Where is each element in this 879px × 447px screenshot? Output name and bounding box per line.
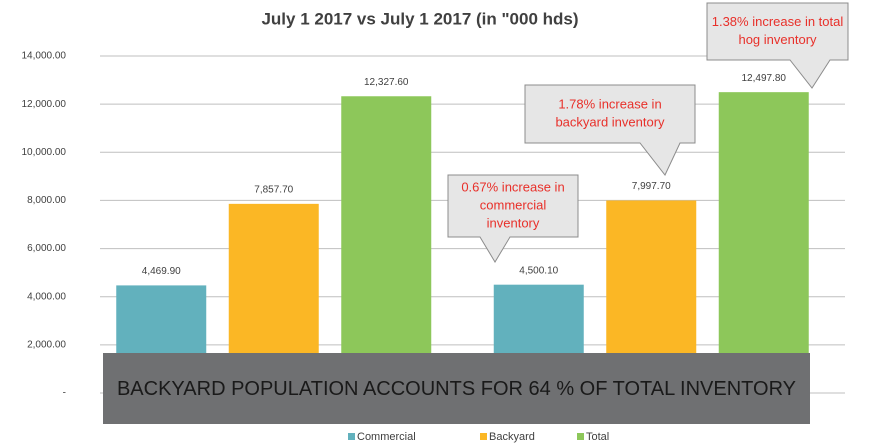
banner: BACKYARD POPULATION ACCOUNTS FOR 64 % OF… <box>103 353 810 424</box>
chart-title: July 1 2017 vs July 1 2017 (in "000 hds) <box>261 9 578 28</box>
data-label: 4,500.10 <box>519 265 558 276</box>
data-label: 4,469.90 <box>142 266 181 277</box>
legend-swatch <box>480 433 487 440</box>
y-tick-label: 14,000.00 <box>22 51 67 62</box>
y-tick-label: - <box>63 388 66 399</box>
legend-label: Backyard <box>489 431 535 443</box>
y-tick-label: 2,000.00 <box>27 339 66 350</box>
callout-text: backyard inventory <box>555 114 665 129</box>
data-label: 7,857.70 <box>254 184 293 195</box>
bar <box>341 96 432 394</box>
callout-text: commercial <box>480 197 547 212</box>
callout-text: 0.67% increase in <box>461 179 564 194</box>
y-tick-label: 10,000.00 <box>22 147 67 158</box>
data-label: 7,997.70 <box>632 181 671 192</box>
callout-text: 1.78% increase in <box>558 96 661 111</box>
callout <box>447 174 579 263</box>
legend-label: Commercial <box>357 431 416 443</box>
y-tick-label: 6,000.00 <box>27 243 66 254</box>
data-label: 12,327.60 <box>364 77 409 88</box>
legend-label: Total <box>586 431 609 443</box>
y-tick-label: 4,000.00 <box>27 291 66 302</box>
legend-swatch <box>348 433 355 440</box>
callout <box>524 84 696 176</box>
y-tick-label: 8,000.00 <box>27 195 66 206</box>
data-label: 12,497.80 <box>742 73 787 84</box>
callout-text: hog inventory <box>738 32 817 47</box>
bar <box>718 92 809 394</box>
y-tick-label: 12,000.00 <box>22 99 67 110</box>
legend-swatch <box>577 433 584 440</box>
callout <box>706 2 849 89</box>
callout-text: inventory <box>487 215 540 230</box>
callout-text: 1.38% increase in total <box>712 14 844 29</box>
